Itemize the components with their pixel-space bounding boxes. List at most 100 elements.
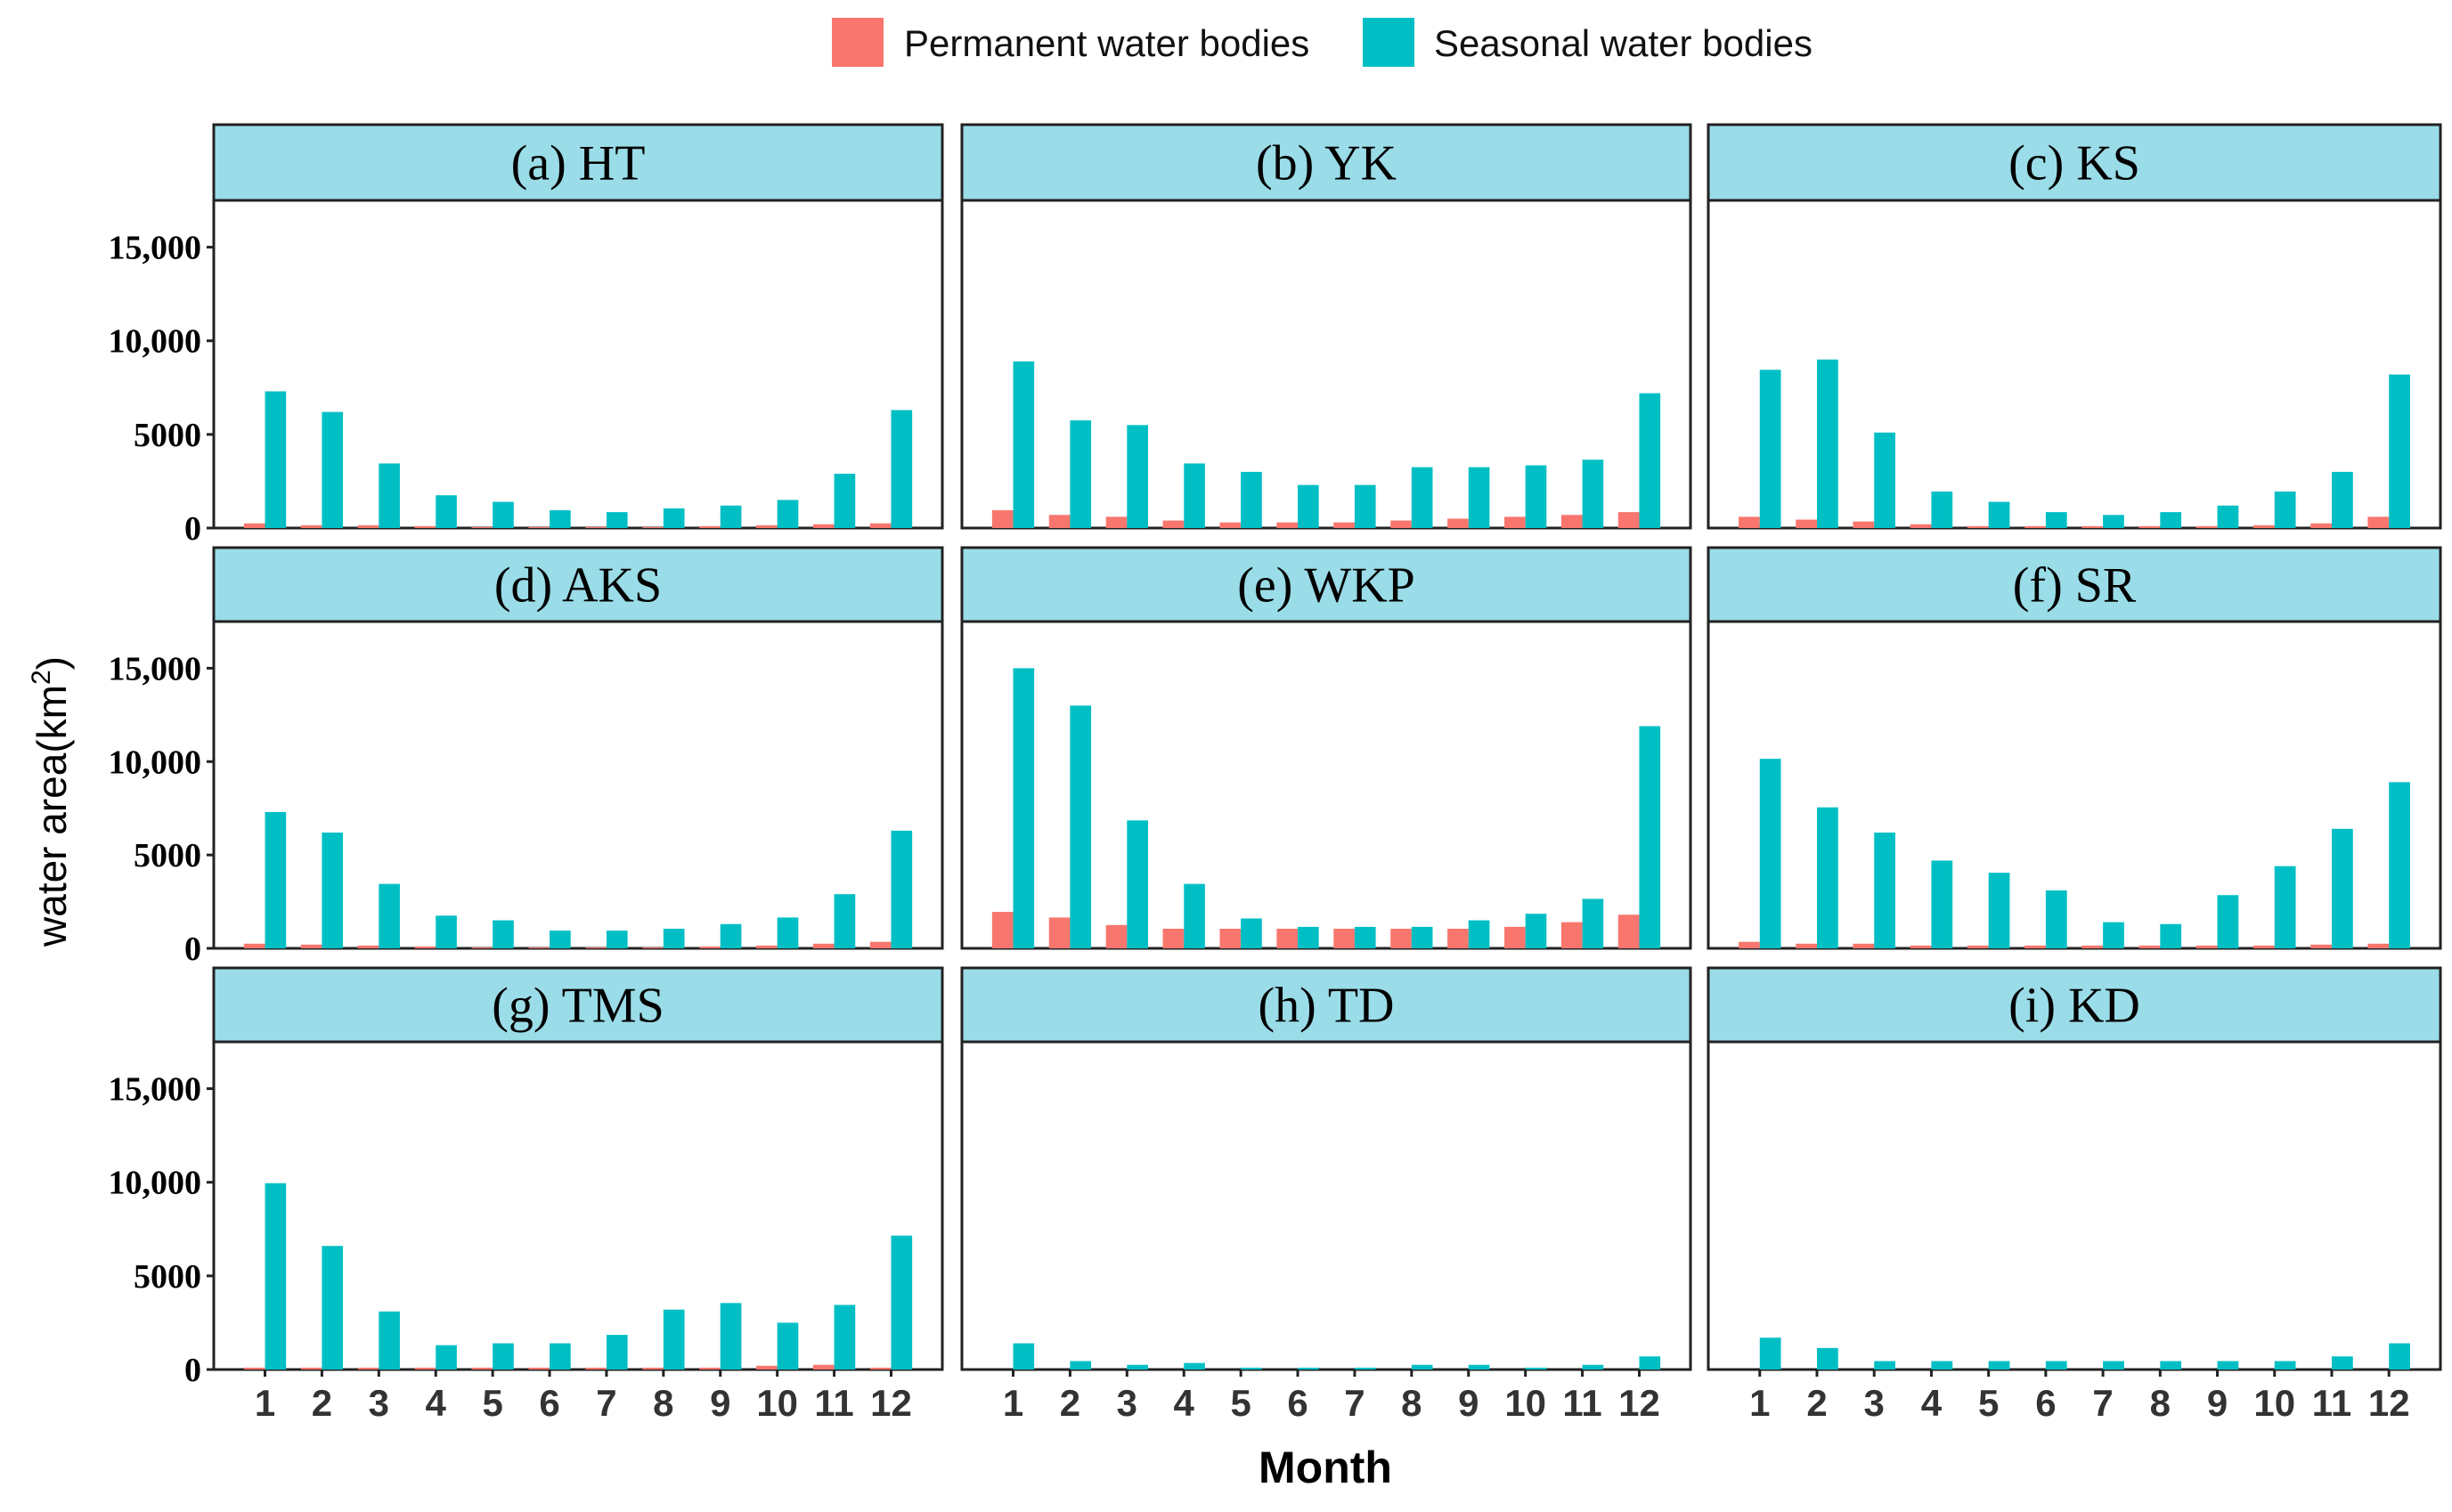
x-tick-label: 8 [653,1382,673,1424]
panel-title: (h) TD [1259,979,1395,1034]
x-tick-label: 9 [710,1382,730,1424]
bar-permanent-month-4 [1910,524,1932,528]
bar-seasonal-month-3 [379,883,400,948]
x-tick-label: 7 [596,1382,616,1424]
bar-seasonal-month-1 [265,1183,287,1370]
x-tick-label: 2 [1806,1382,1827,1424]
bar-seasonal-month-1 [1759,370,1781,528]
panel-frame [960,1040,1692,1371]
bar-seasonal-month-10 [1525,914,1547,948]
bar-permanent-month-1 [1739,516,1760,528]
y-tick-label: 15,000 [109,230,202,267]
bar-seasonal-month-9 [720,505,742,528]
bar-seasonal-month-11 [834,894,856,948]
bar-seasonal-month-9 [720,923,742,948]
bar-seasonal-month-7 [2103,922,2124,948]
panel-1: (a) HT 0 5000 10,000 15,000 [109,123,944,548]
bar-seasonal-month-5 [1988,501,2010,528]
bar-permanent-month-5 [1967,525,1989,528]
bar-seasonal-month-6 [1298,484,1319,528]
bar-permanent-month-3 [357,1367,379,1370]
bar-seasonal-month-9 [2217,1361,2239,1370]
bar-seasonal-month-7 [2103,1361,2124,1370]
bar-permanent-month-4 [1162,520,1185,528]
bar-permanent-month-5 [1219,522,1242,528]
bar-seasonal-month-10 [1525,1367,1547,1370]
bar-seasonal-month-10 [2274,491,2296,528]
bar-seasonal-month-7 [606,512,628,528]
bar-permanent-month-12 [869,941,892,948]
panel-strip [212,123,944,202]
bar-seasonal-month-3 [379,463,400,528]
panel-8: (h) TD1 2 3 4 5 6 7 8 9 10 11 12 [960,966,1692,1424]
y-tick-label: 0 [184,510,201,548]
legend-swatch-permanent [832,18,884,67]
bar-seasonal-month-2 [1817,1347,1838,1370]
bar-seasonal-month-4 [1931,491,1953,528]
bar-permanent-month-1 [991,510,1014,528]
bar-seasonal-month-11 [1582,898,1604,948]
bar-permanent-month-11 [1560,922,1583,948]
bar-seasonal-month-12 [891,1235,913,1370]
bar-seasonal-month-2 [322,832,344,948]
bar-permanent-month-6 [2024,525,2046,528]
bar-permanent-month-3 [1105,924,1128,948]
bar-seasonal-month-12 [891,830,913,948]
bar-seasonal-month-1 [1013,361,1035,528]
bar-seasonal-month-2 [1817,359,1838,528]
x-tick-label: 1 [1749,1382,1770,1424]
x-tick-label: 5 [1230,1382,1250,1424]
y-axis-title-superscript: 2 [27,670,56,685]
x-tick-label: 5 [482,1382,502,1424]
x-tick-label: 11 [814,1382,853,1424]
x-tick-label: 3 [1117,1382,1137,1424]
x-tick-label: 6 [2035,1382,2056,1424]
panel-strip [1707,123,2442,202]
bar-seasonal-month-11 [1582,1364,1604,1370]
x-tick-label: 6 [1287,1382,1307,1424]
panel-title: (d) AKS [494,558,662,614]
bar-permanent-month-2 [1796,943,1818,948]
bar-seasonal-month-6 [550,931,571,948]
bar-seasonal-month-3 [1874,432,1895,528]
bar-seasonal-month-9 [1468,920,1490,948]
bar-seasonal-month-11 [2331,828,2353,948]
bar-seasonal-month-10 [1525,465,1547,528]
bar-seasonal-month-5 [493,501,514,528]
x-tick-label: 9 [1458,1382,1479,1424]
bar-seasonal-month-6 [1298,1367,1319,1370]
bar-permanent-month-11 [2310,944,2332,948]
x-tick-label: 3 [369,1382,389,1424]
y-tick-label: 15,000 [109,650,202,687]
bar-seasonal-month-8 [663,508,685,528]
panel-strip [1707,966,2442,1044]
bar-permanent-month-9 [699,1367,721,1370]
bar-permanent-month-10 [1504,516,1526,528]
bar-permanent-month-1 [243,943,265,948]
bar-permanent-month-1 [243,523,265,528]
bar-seasonal-month-12 [1639,393,1661,528]
bar-permanent-month-9 [2195,945,2218,948]
x-tick-label: 7 [2092,1382,2113,1424]
bar-permanent-month-5 [1967,945,1989,948]
bar-permanent-month-4 [414,525,436,528]
x-tick-label: 10 [2253,1382,2295,1424]
bar-permanent-month-8 [642,947,664,948]
panel-strip [960,123,1692,202]
x-tick-label: 12 [870,1382,912,1424]
bar-permanent-month-10 [2253,945,2275,948]
bar-permanent-month-8 [2138,525,2161,528]
bar-seasonal-month-11 [2331,1356,2353,1370]
y-axis-title-main: water area(km [29,685,75,947]
bar-seasonal-month-2 [1817,807,1838,948]
bar-seasonal-month-4 [1184,463,1205,528]
bar-seasonal-month-10 [777,500,799,528]
panel-strip [1707,546,2442,623]
bar-seasonal-month-2 [1070,420,1092,528]
bar-seasonal-month-10 [2274,1361,2296,1370]
bar-seasonal-month-1 [1759,759,1781,948]
panel-title: (e) WKP [1237,558,1415,614]
panel-title: (c) KS [2008,136,2140,191]
bar-seasonal-month-11 [834,474,856,528]
bar-seasonal-month-6 [2045,890,2067,948]
